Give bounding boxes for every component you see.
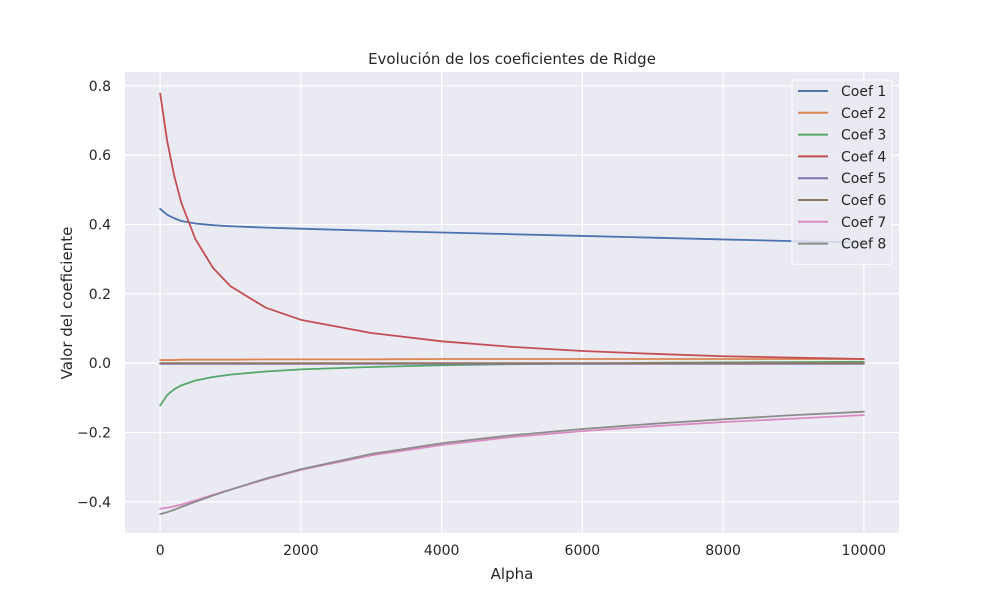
x-tick-label: 4000	[424, 543, 460, 559]
y-axis-ticks: −0.4 −0.2 0.0 0.2 0.4 0.6 0.8	[77, 79, 111, 511]
legend-entry-label: Coef 5	[841, 171, 886, 187]
y-tick-label: 0.8	[89, 79, 111, 95]
x-tick-label: 2000	[283, 543, 319, 559]
y-tick-label: −0.2	[77, 425, 111, 441]
x-axis-label: Alpha	[491, 565, 534, 583]
y-tick-label: 0.0	[89, 356, 111, 372]
plot-area	[125, 72, 899, 533]
legend: Coef 1 Coef 2 Coef 3 Coef 4 Coef 5 Coef 6 Coef…	[791, 79, 893, 265]
x-tick-label: 8000	[705, 543, 741, 559]
x-tick-label: 0	[156, 543, 165, 559]
legend-entry-label: Coef 6	[841, 193, 886, 209]
x-tick-label: 10000	[842, 543, 887, 559]
series-line-coef-4	[159, 92, 865, 360]
y-axis-label: Valor del coeficiente	[58, 227, 76, 380]
x-axis-ticks: 0 2000 4000 6000 8000 10000	[156, 543, 886, 559]
legend-entry-label: Coef 8	[841, 237, 886, 253]
series-line-coef-1	[159, 208, 865, 244]
y-tick-label: 0.6	[89, 148, 111, 164]
legend-entry-label: Coef 3	[841, 128, 886, 144]
chart-title: Evolución de los coeficientes de Ridge	[368, 50, 656, 68]
series-lines	[159, 92, 865, 515]
x-tick-label: 6000	[565, 543, 601, 559]
y-tick-label: −0.4	[77, 495, 111, 511]
legend-box	[791, 79, 893, 265]
y-tick-label: 0.4	[89, 218, 111, 234]
legend-entry-label: Coef 4	[841, 149, 886, 165]
series-line-coef-2	[159, 358, 865, 361]
legend-entry-label: Coef 7	[841, 215, 886, 231]
legend-entry-label: Coef 2	[841, 106, 886, 122]
series-line-coef-8	[159, 410, 865, 515]
legend-entry-label: Coef 1	[841, 84, 886, 100]
y-tick-label: 0.2	[89, 287, 111, 303]
